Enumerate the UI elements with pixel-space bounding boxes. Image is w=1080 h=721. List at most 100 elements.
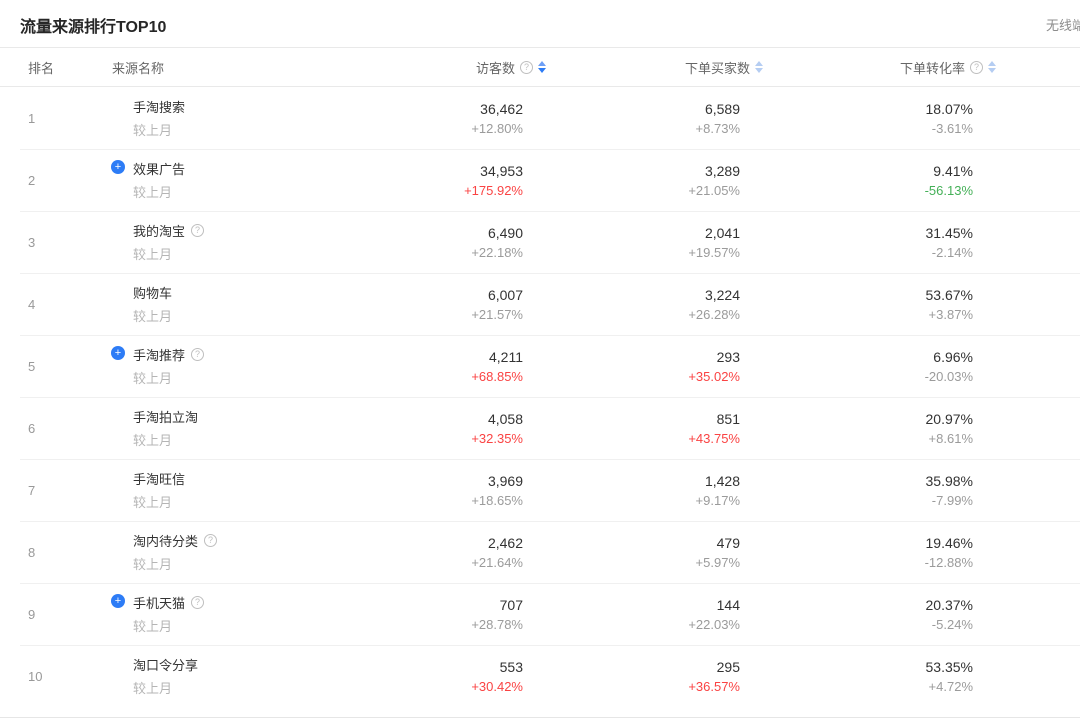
sort-icon[interactable]	[755, 61, 763, 73]
conversion-cell: 53.35% +4.72%	[740, 645, 973, 707]
source-cell: + 效果广告 ? 较上月	[110, 149, 325, 211]
conversion-cell: 18.07% -3.61%	[740, 87, 973, 149]
visitors-value: 3,969	[487, 472, 523, 489]
compare-label: 较上月	[133, 371, 173, 386]
buyers-change: +26.28%	[688, 306, 740, 322]
conversion-change: +4.72%	[928, 678, 973, 694]
page-title: 流量来源排行TOP10	[20, 19, 167, 36]
table-row: 5 + 手淘推荐 ? 较上月 4,211 +68.85% 293 +35.02%…	[0, 335, 1080, 397]
conversion-cell: 6.96% -20.03%	[740, 335, 973, 397]
table-row: 1 + 手淘搜索 ? 较上月 36,462 +12.80% 6,589 +8.7…	[0, 87, 1080, 149]
source-cell: + 我的淘宝 ? 较上月	[110, 211, 325, 273]
help-icon[interactable]: ?	[191, 224, 205, 237]
buyers-cell: 3,289 +21.05%	[523, 149, 740, 211]
visitors-cell: 4,058 +32.35%	[325, 397, 523, 459]
sort-icon[interactable]	[538, 61, 546, 73]
plus-icon[interactable]: +	[111, 160, 125, 174]
visitors-cell: 3,969 +18.65%	[325, 459, 523, 521]
buyers-change: +9.17%	[695, 492, 740, 508]
visitors-cell: 36,462 +12.80%	[325, 87, 523, 149]
rank-value: 4	[28, 296, 36, 312]
visitors-value: 6,490	[487, 224, 523, 241]
conversion-cell: 19.46% -12.88%	[740, 521, 973, 583]
source-name: 淘内待分类	[133, 534, 199, 549]
table-row: 9 + 手机天猫 ? 较上月 707 +28.78% 144 +22.03% 2…	[0, 583, 1080, 645]
visitors-change: +32.35%	[471, 430, 523, 446]
visitors-cell: 2,462 +21.64%	[325, 521, 523, 583]
source-cell: + 手机天猫 ? 较上月	[110, 583, 325, 645]
help-icon[interactable]: ?	[204, 534, 218, 547]
source-name: 购物车	[133, 286, 173, 301]
visitors-value: 553	[499, 658, 523, 675]
help-icon[interactable]: ?	[970, 60, 983, 74]
visitors-change: +21.57%	[471, 306, 523, 322]
compare-label: 较上月	[133, 247, 173, 262]
conversion-value: 9.41%	[933, 162, 973, 179]
visitors-cell: 6,490 +22.18%	[325, 211, 523, 273]
table-body: 1 + 手淘搜索 ? 较上月 36,462 +12.80% 6,589 +8.7…	[0, 87, 1080, 707]
conversion-change: +3.87%	[928, 306, 973, 322]
compare-label: 较上月	[133, 123, 173, 138]
visitors-cell: 707 +28.78%	[325, 583, 523, 645]
tab-wireless[interactable]: 无线端	[1046, 18, 1080, 33]
source-name: 手淘旺信	[133, 472, 186, 487]
source-name: 手机天猫	[133, 596, 186, 611]
conversion-change: -12.88%	[924, 554, 973, 570]
conversion-value: 20.37%	[925, 596, 973, 613]
source-cell: + 手淘推荐 ? 较上月	[110, 335, 325, 397]
source-name: 我的淘宝	[133, 224, 186, 239]
sort-icon[interactable]	[988, 61, 996, 73]
source-column-header: 来源名称	[112, 60, 165, 76]
visitors-change: +18.65%	[471, 492, 523, 508]
table-row: 4 + 购物车 ? 较上月 6,007 +21.57% 3,224 +26.28…	[0, 273, 1080, 335]
rank-value: 5	[28, 358, 36, 374]
conversion-header-label: 下单转化率	[899, 60, 965, 76]
conversion-change: +8.61%	[928, 430, 973, 446]
buyers-cell: 293 +35.02%	[523, 335, 740, 397]
conversion-change: -56.13%	[924, 182, 973, 198]
table-row: 7 + 手淘旺信 ? 较上月 3,969 +18.65% 1,428 +9.17…	[0, 459, 1080, 521]
conversion-column-header[interactable]: 下单转化率 ?	[763, 58, 996, 77]
source-name: 效果广告	[133, 162, 186, 177]
plus-icon[interactable]: +	[111, 346, 125, 360]
buyers-cell: 1,428 +9.17%	[523, 459, 740, 521]
visitors-value: 707	[499, 596, 523, 613]
visitors-value: 6,007	[487, 286, 523, 303]
buyers-value: 2,041	[704, 224, 740, 241]
buyers-cell: 479 +5.97%	[523, 521, 740, 583]
visitors-cell: 553 +30.42%	[325, 645, 523, 707]
buyers-cell: 6,589 +8.73%	[523, 87, 740, 149]
help-icon[interactable]: ?	[520, 60, 533, 74]
visitors-value: 4,058	[487, 410, 523, 427]
buyers-value: 3,289	[704, 162, 740, 179]
buyers-value: 144	[716, 596, 740, 613]
visitors-column-header[interactable]: 访客数 ?	[348, 58, 546, 77]
rank-value: 3	[28, 234, 36, 250]
compare-label: 较上月	[133, 681, 173, 696]
buyers-cell: 144 +22.03%	[523, 583, 740, 645]
buyers-change: +5.97%	[695, 554, 740, 570]
rank-value: 6	[28, 420, 36, 436]
visitors-cell: 6,007 +21.57%	[325, 273, 523, 335]
source-cell: + 购物车 ? 较上月	[110, 273, 325, 335]
conversion-cell: 53.67% +3.87%	[740, 273, 973, 335]
buyers-cell: 851 +43.75%	[523, 397, 740, 459]
buyers-change: +21.05%	[688, 182, 740, 198]
buyers-column-header[interactable]: 下单买家数	[546, 58, 763, 77]
widget-bottom-divider	[0, 717, 1080, 718]
visitors-change: +175.92%	[464, 182, 523, 198]
plus-icon[interactable]: +	[111, 594, 125, 608]
help-icon[interactable]: ?	[191, 348, 205, 361]
compare-label: 较上月	[133, 185, 173, 200]
buyers-value: 1,428	[704, 472, 740, 489]
conversion-cell: 20.97% +8.61%	[740, 397, 973, 459]
visitors-header-label: 访客数	[475, 60, 515, 76]
buyers-cell: 2,041 +19.57%	[523, 211, 740, 273]
source-cell: + 手淘旺信 ? 较上月	[110, 459, 325, 521]
conversion-value: 6.96%	[933, 348, 973, 365]
help-icon[interactable]: ?	[191, 596, 205, 609]
conversion-cell: 35.98% -7.99%	[740, 459, 973, 521]
buyers-value: 295	[716, 658, 740, 675]
rank-value: 9	[28, 606, 36, 622]
